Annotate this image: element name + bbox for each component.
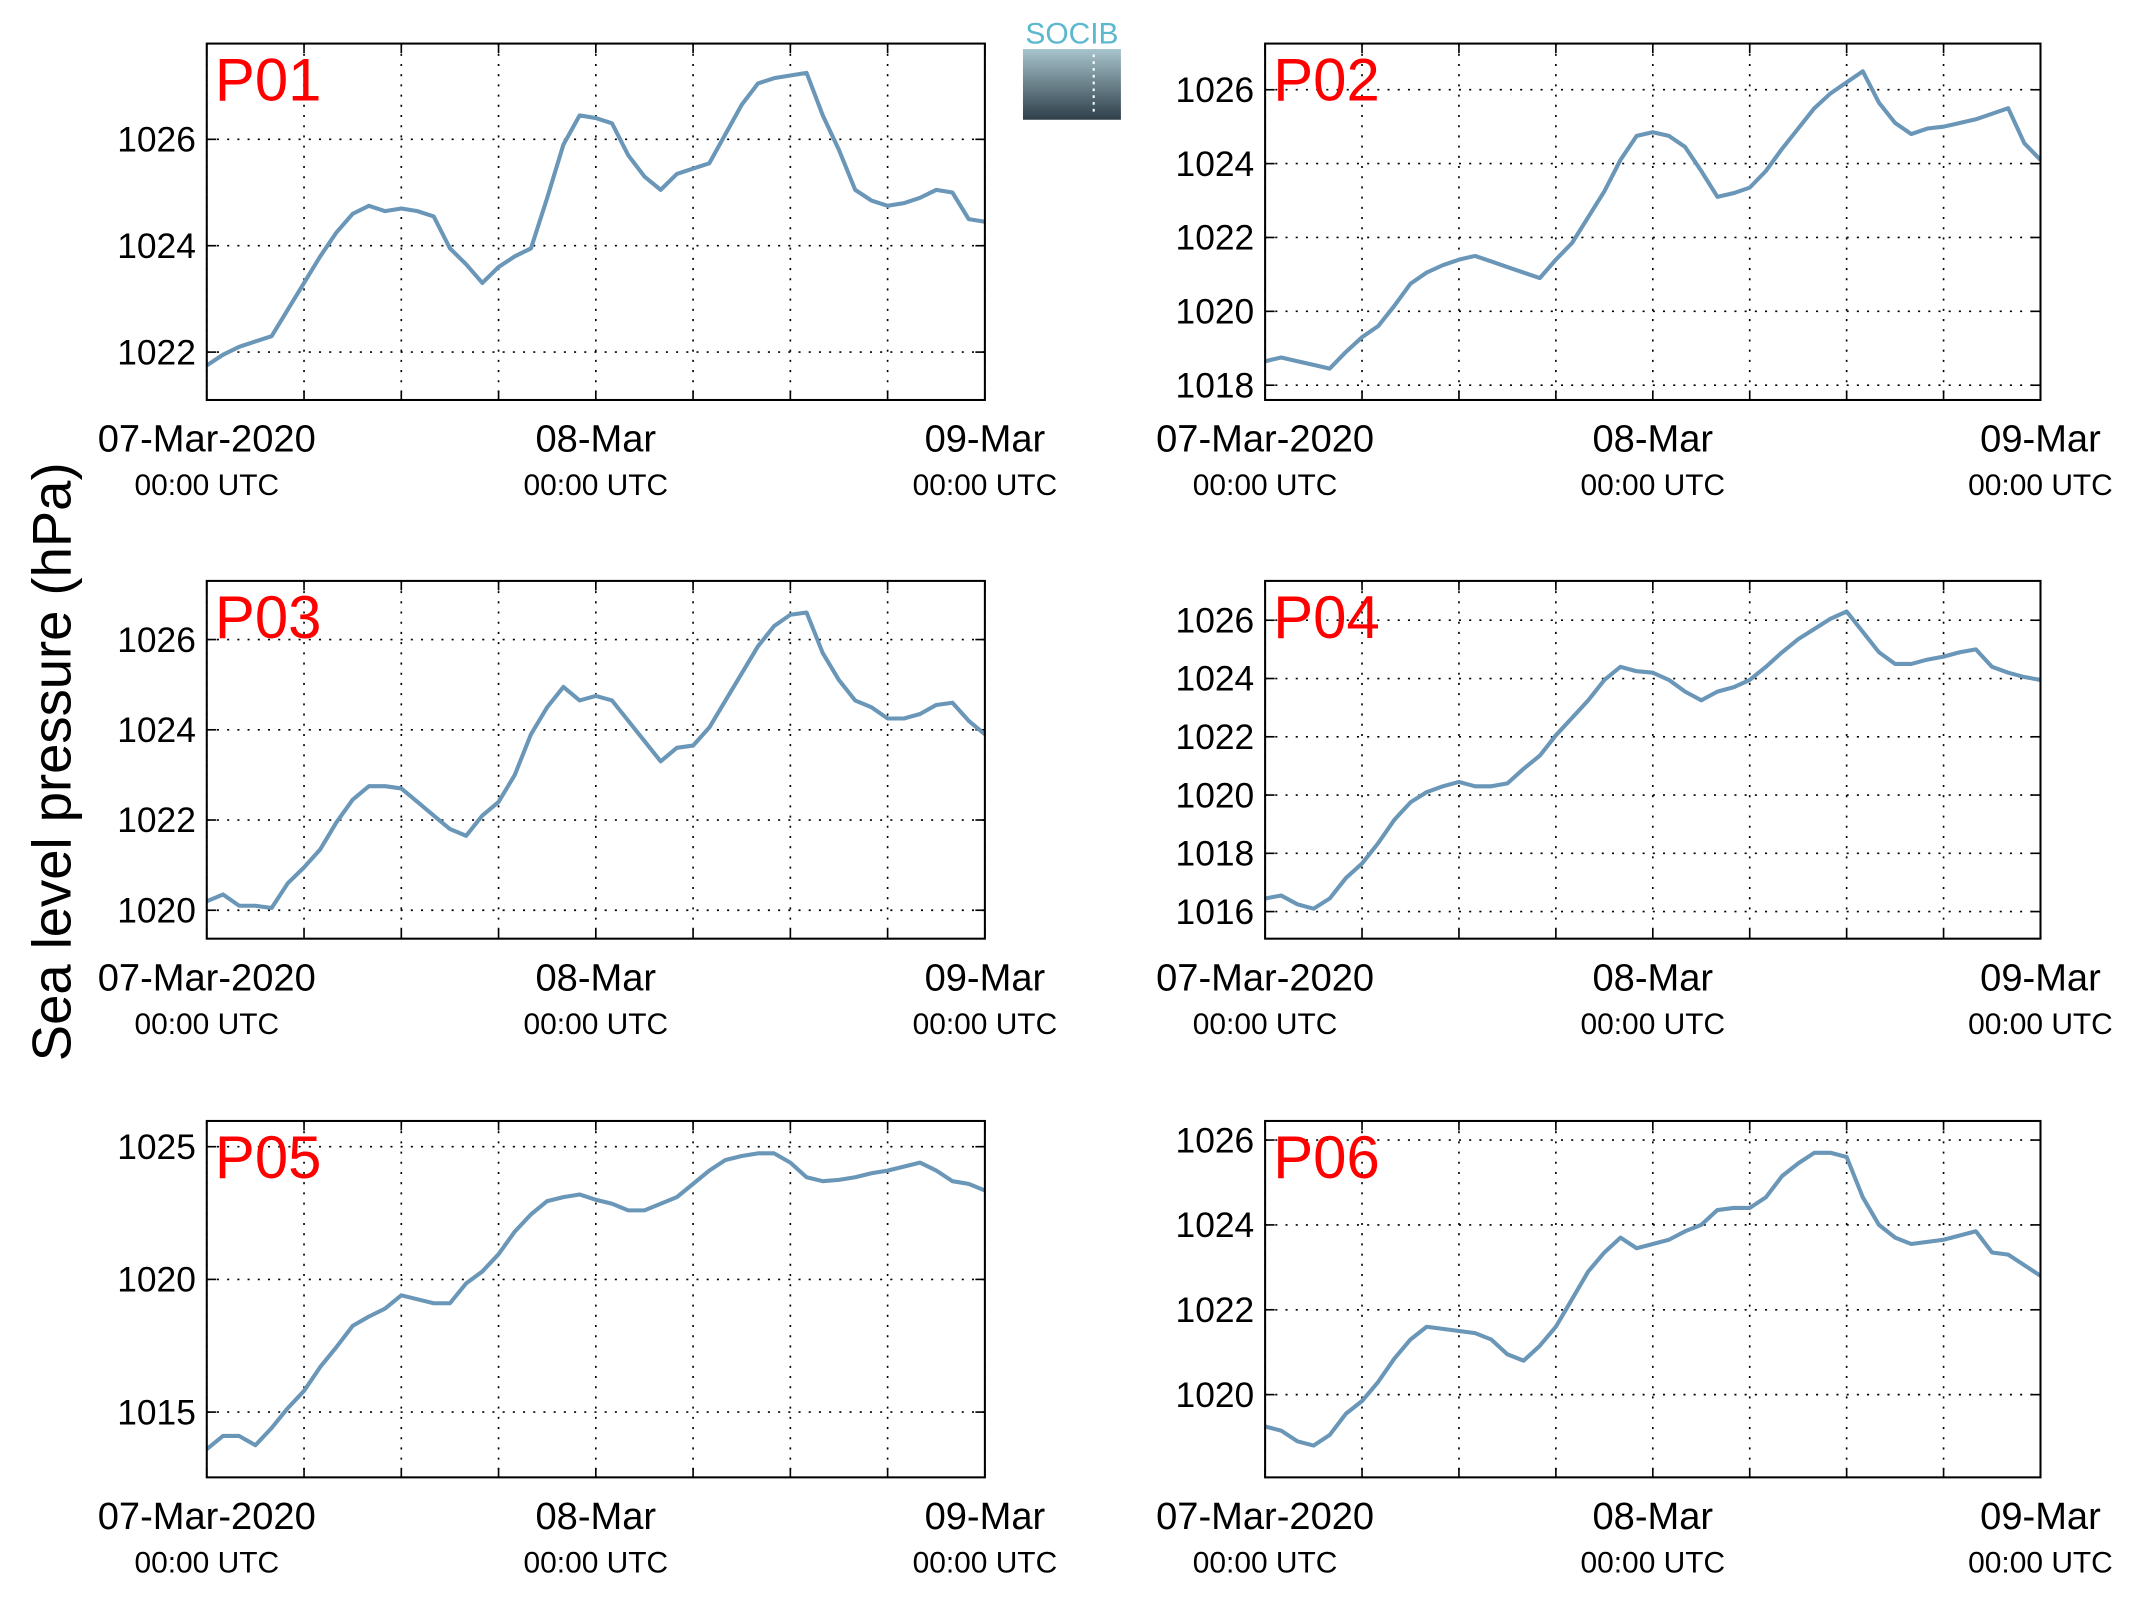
- plot-area: [1265, 1120, 2041, 1478]
- y-tick-label: 1016: [1176, 893, 1255, 932]
- series-line: [1264, 1150, 2042, 1448]
- y-tick-label: 1022: [117, 333, 196, 372]
- x-tick-sublabel: 00:00 UTC: [524, 1008, 669, 1041]
- x-tick-sublabel: 00:00 UTC: [1580, 1547, 1725, 1580]
- y-tick-label: 1026: [1176, 1121, 1255, 1160]
- plot-frame: [205, 1119, 986, 1479]
- x-tick-sublabel: 00:00 UTC: [913, 1008, 1058, 1041]
- logo-text: SOCIB: [1025, 18, 1118, 51]
- x-tick-sublabel: 00:00 UTC: [134, 469, 279, 502]
- x-tick-label: 08-Mar: [536, 957, 657, 999]
- panel: 07-Mar-2020 00:00 UTC 08-Mar 00:00 UTC 09-Ma…: [98, 42, 1058, 502]
- panel-title: P04: [1273, 584, 1379, 651]
- y-tick-label: 1024: [1176, 1206, 1255, 1245]
- panel: 07-Mar-2020 00:00 UTC 08-Mar 00:00 UTC 09-Ma…: [98, 579, 1058, 1041]
- x-tick-sublabel: 00:00 UTC: [1968, 1547, 2113, 1580]
- x-tick-label: 07-Mar-2020: [98, 1496, 316, 1538]
- plot-frame: [205, 42, 986, 402]
- y-tick-label: 1024: [117, 711, 196, 750]
- y-tick-label: 1024: [117, 227, 196, 266]
- series-line: [1264, 69, 2042, 371]
- x-tick-sublabel: 00:00 UTC: [524, 469, 669, 502]
- x-tick-sublabel: 00:00 UTC: [1968, 1008, 2113, 1041]
- panel: 07-Mar-2020 00:00 UTC 08-Mar 00:00 UTC 09-Ma…: [1156, 1119, 2113, 1580]
- panel: 07-Mar-2020 00:00 UTC 08-Mar 00:00 UTC 09-Ma…: [98, 1119, 1058, 1580]
- panel-title: P03: [215, 584, 321, 651]
- x-tick-sublabel: 00:00 UTC: [524, 1547, 669, 1580]
- y-tick-label: 1018: [1176, 835, 1255, 874]
- x-tick-label: 09-Mar: [1980, 1496, 2101, 1538]
- y-tick-label: 1025: [117, 1128, 196, 1167]
- x-tick-label: 09-Mar: [1980, 957, 2101, 999]
- y-tick-label: 1024: [1176, 660, 1255, 699]
- x-tick-sublabel: 00:00 UTC: [913, 1547, 1058, 1580]
- panel-title: P02: [1273, 47, 1379, 114]
- y-tick-label: 1024: [1176, 145, 1255, 184]
- series-line: [205, 1151, 986, 1451]
- x-tick-label: 07-Mar-2020: [1156, 957, 1374, 999]
- panel: 07-Mar-2020 00:00 UTC 08-Mar 00:00 UTC 09-Ma…: [1156, 42, 2113, 502]
- plot-frame: [1264, 1119, 2042, 1479]
- y-tick-label: 1020: [1176, 776, 1255, 815]
- series-line: [205, 610, 987, 911]
- x-tick-sublabel: 00:00 UTC: [1193, 469, 1338, 502]
- x-tick-label: 07-Mar-2020: [1156, 419, 1374, 461]
- x-tick-label: 09-Mar: [925, 419, 1046, 461]
- y-tick-label: 1026: [1176, 71, 1255, 110]
- x-tick-sublabel: 00:00 UTC: [134, 1547, 279, 1580]
- series-line: [1264, 609, 2041, 911]
- y-tick-label: 1020: [117, 1261, 196, 1300]
- plot-area: [1265, 43, 2041, 400]
- x-tick-sublabel: 00:00 UTC: [913, 469, 1058, 502]
- plot-area: [1265, 580, 2041, 939]
- y-tick-label: 1022: [1176, 718, 1255, 757]
- x-tick-sublabel: 00:00 UTC: [1580, 469, 1725, 502]
- y-axis-label: Sea level pressure (hPa): [22, 462, 83, 1061]
- x-tick-sublabel: 00:00 UTC: [1968, 469, 2113, 502]
- y-tick-label: 1020: [1176, 1376, 1255, 1415]
- plot-area: [206, 43, 985, 400]
- y-tick-label: 1026: [117, 121, 196, 160]
- x-tick-sublabel: 00:00 UTC: [1193, 1008, 1338, 1041]
- panel: 07-Mar-2020 00:00 UTC 08-Mar 00:00 UTC 09-Ma…: [1156, 579, 2113, 1041]
- panel-title: P05: [215, 1124, 321, 1191]
- x-tick-sublabel: 00:00 UTC: [1580, 1008, 1725, 1041]
- plot-frame: [1264, 42, 2042, 402]
- x-tick-label: 09-Mar: [925, 957, 1046, 999]
- plot-frame: [1264, 579, 2042, 940]
- logo: SOCIB: [1022, 18, 1121, 120]
- y-tick-label: 1020: [1176, 293, 1255, 332]
- y-tick-label: 1022: [117, 801, 196, 840]
- x-tick-label: 08-Mar: [536, 419, 657, 461]
- x-tick-label: 09-Mar: [925, 1496, 1046, 1538]
- x-tick-sublabel: 00:00 UTC: [134, 1008, 279, 1041]
- x-tick-sublabel: 00:00 UTC: [1193, 1547, 1338, 1580]
- y-tick-label: 1015: [117, 1393, 196, 1432]
- panel-title: P01: [215, 47, 321, 114]
- y-tick-label: 1022: [1176, 1291, 1255, 1330]
- y-tick-label: 1026: [1176, 601, 1255, 640]
- x-tick-label: 07-Mar-2020: [1156, 1496, 1374, 1538]
- x-tick-label: 08-Mar: [1592, 1496, 1713, 1538]
- x-tick-label: 07-Mar-2020: [98, 957, 316, 999]
- plot-frame: [205, 579, 986, 940]
- plot-area: [206, 580, 985, 939]
- y-tick-label: 1018: [1176, 366, 1255, 405]
- y-tick-label: 1020: [117, 891, 196, 930]
- x-tick-label: 08-Mar: [1592, 957, 1713, 999]
- series-line: [205, 70, 986, 368]
- panel-title: P06: [1273, 1124, 1379, 1191]
- x-tick-label: 07-Mar-2020: [98, 419, 316, 461]
- y-tick-label: 1022: [1176, 219, 1255, 258]
- x-tick-label: 09-Mar: [1980, 419, 2101, 461]
- x-tick-label: 08-Mar: [1592, 419, 1713, 461]
- logo-box: [1022, 49, 1121, 120]
- x-tick-label: 08-Mar: [536, 1496, 657, 1538]
- y-tick-label: 1026: [117, 621, 196, 660]
